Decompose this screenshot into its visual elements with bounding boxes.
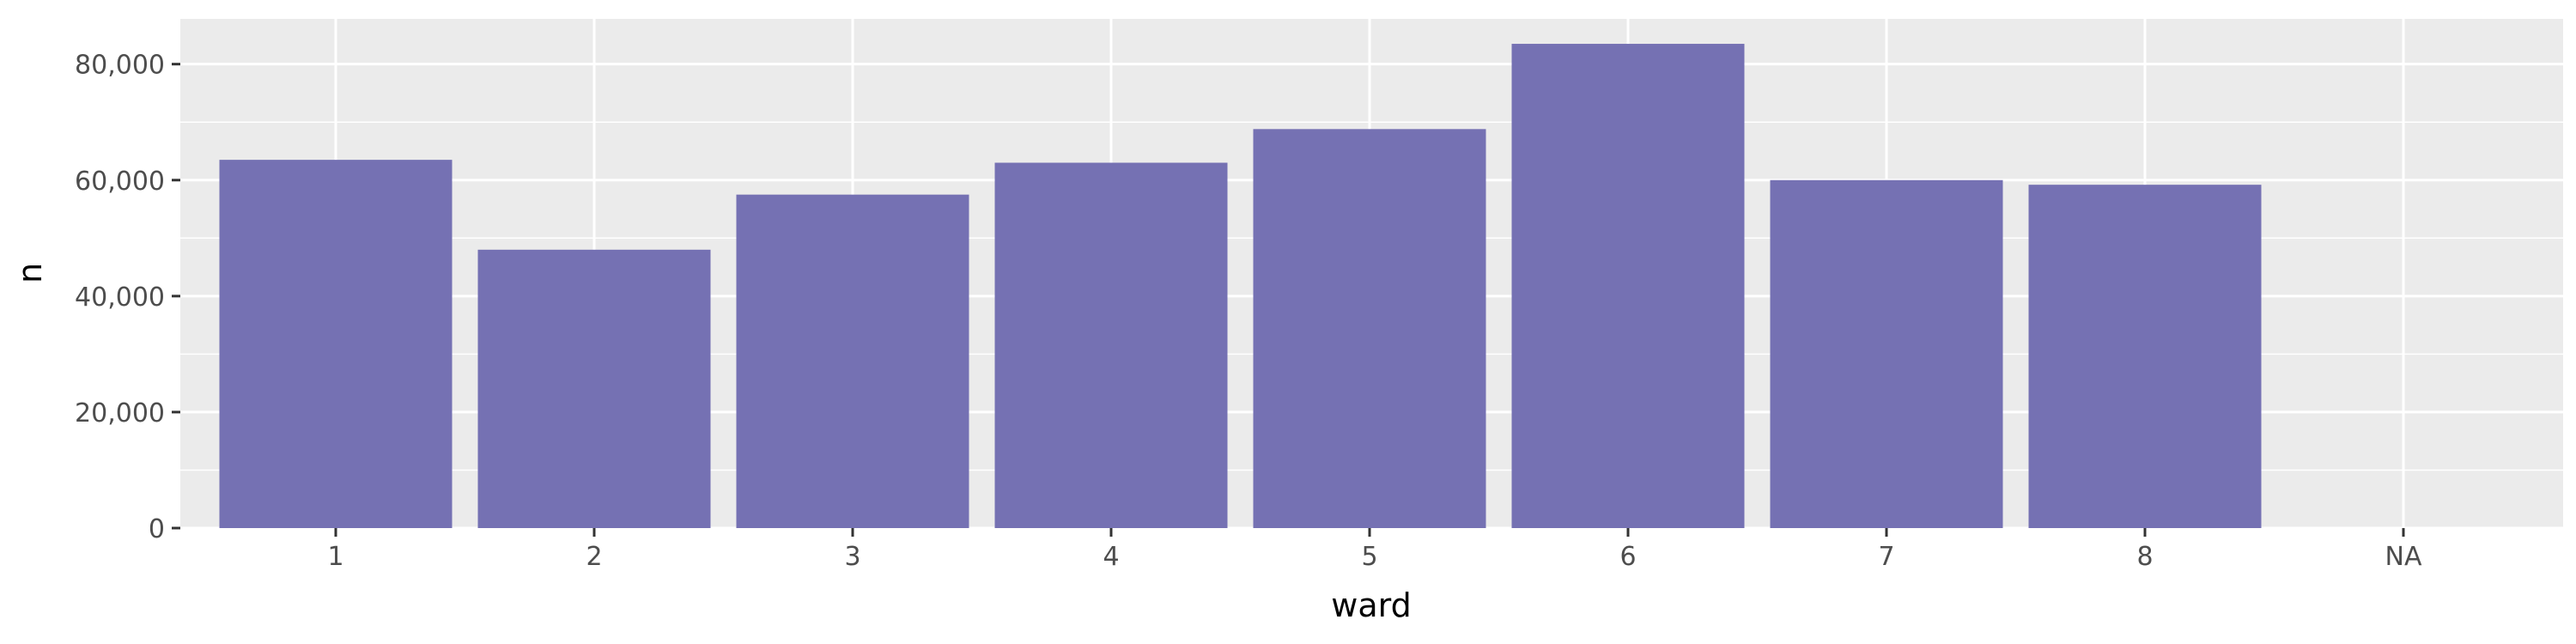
x-tick-label: 4 — [1103, 542, 1119, 572]
y-tick-label: 40,000 — [75, 283, 165, 313]
x-tick-label: 3 — [844, 542, 860, 572]
bars — [219, 44, 2262, 529]
y-axis-title: n — [11, 263, 49, 283]
x-tick-label: 7 — [1878, 542, 1894, 572]
bar-ward-7 — [1770, 179, 2003, 529]
bar-ward-6 — [1511, 44, 1745, 529]
x-tick-label: 1 — [327, 542, 343, 572]
y-tick-label: 80,000 — [75, 51, 165, 81]
bar-ward-8 — [2028, 185, 2262, 529]
x-tick-label: NA — [2385, 542, 2422, 572]
x-tick-label: 6 — [1619, 542, 1636, 572]
x-tick-label: 5 — [1361, 542, 1377, 572]
bar-ward-3 — [736, 194, 969, 528]
y-tick-label: 20,000 — [75, 398, 165, 428]
bar-ward-4 — [994, 162, 1228, 529]
axes: 0 20,000 40,000 60,000 80,000 1 2 3 4 5 6 7 8 NA — [75, 51, 2422, 572]
bar-ward-5 — [1253, 129, 1486, 528]
y-tick-label: 60,000 — [75, 167, 165, 197]
x-axis-title: ward — [1331, 586, 1411, 624]
bar-ward-2 — [477, 249, 711, 528]
x-tick-label: 2 — [586, 542, 602, 572]
bar-ward-1 — [219, 160, 453, 528]
x-tick-label: 8 — [2136, 542, 2153, 572]
y-tick-label: 0 — [149, 514, 165, 544]
